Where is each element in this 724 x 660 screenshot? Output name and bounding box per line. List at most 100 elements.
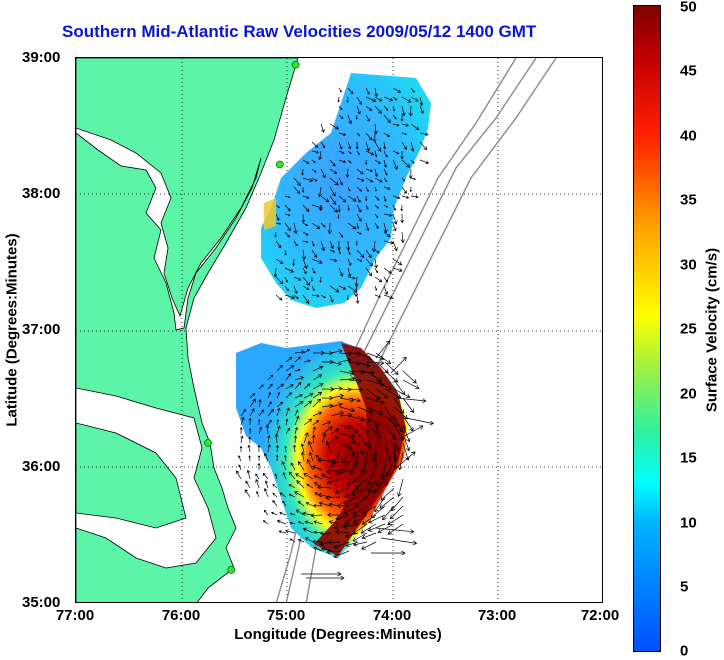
velocity-arrow bbox=[338, 105, 343, 111]
velocity-arrow bbox=[339, 406, 356, 413]
velocity-arrow bbox=[294, 415, 300, 426]
velocity-arrow bbox=[312, 382, 324, 390]
velocity-arrow bbox=[274, 433, 279, 444]
velocity-arrow bbox=[248, 436, 252, 444]
velocity-arrow bbox=[295, 509, 305, 516]
velocity-arrow bbox=[292, 258, 296, 267]
velocity-arrow bbox=[401, 186, 408, 194]
velocity-arrow bbox=[329, 159, 336, 167]
velocity-arrow bbox=[248, 455, 251, 462]
velocity-arrow bbox=[301, 249, 307, 261]
velocity-arrow bbox=[361, 505, 377, 515]
velocity-arrow bbox=[311, 294, 320, 298]
colorbar-tick: 50 bbox=[680, 0, 697, 16]
velocity-arrow bbox=[365, 204, 369, 210]
velocity-arrow bbox=[255, 478, 260, 489]
velocity-arrow bbox=[313, 546, 323, 552]
velocity-arrow bbox=[303, 359, 311, 363]
velocity-arrow bbox=[383, 285, 389, 296]
velocity-arrow bbox=[392, 267, 403, 273]
velocity-arrow bbox=[330, 411, 345, 417]
velocity-arrow bbox=[320, 473, 332, 480]
velocity-arrow bbox=[238, 455, 242, 462]
velocity-arrow bbox=[311, 465, 323, 471]
velocity-map[interactable] bbox=[75, 57, 603, 603]
velocity-arrow bbox=[329, 294, 334, 303]
velocity-arrow bbox=[320, 222, 326, 228]
velocity-arrow bbox=[275, 258, 284, 264]
velocity-arrow bbox=[390, 496, 404, 512]
velocity-arrow bbox=[285, 407, 290, 417]
velocity-arrow bbox=[374, 150, 378, 158]
velocity-arrow bbox=[383, 150, 388, 158]
velocity-arrow bbox=[333, 523, 350, 530]
velocity-arrow bbox=[350, 460, 359, 475]
velocity-arrow bbox=[357, 352, 373, 361]
velocity-arrow bbox=[303, 400, 313, 408]
velocity-arrow bbox=[294, 368, 301, 372]
velocity-arrow bbox=[356, 105, 361, 115]
velocity-arrow bbox=[392, 204, 396, 211]
velocity-arrow bbox=[347, 195, 357, 202]
velocity-arrow bbox=[289, 521, 296, 525]
velocity-arrow bbox=[302, 177, 314, 183]
velocity-arrow bbox=[410, 195, 419, 199]
velocity-arrow bbox=[384, 442, 392, 461]
velocity-arrow bbox=[329, 123, 340, 130]
velocity-arrow bbox=[258, 384, 264, 390]
velocity-arrow bbox=[375, 379, 392, 391]
velocity-arrow bbox=[342, 496, 359, 505]
colorbar-tick: 15 bbox=[680, 449, 697, 467]
velocity-arrow bbox=[267, 391, 271, 399]
velocity-arrow bbox=[384, 361, 399, 375]
velocity-arrow bbox=[274, 473, 278, 480]
velocity-arrow bbox=[258, 399, 262, 408]
velocity-arrow bbox=[325, 495, 341, 501]
velocity-arrow bbox=[383, 231, 391, 238]
velocity-arrow bbox=[356, 150, 360, 156]
velocity-arrow bbox=[329, 249, 336, 253]
velocity-arrow bbox=[321, 395, 334, 401]
velocity-arrow bbox=[284, 222, 291, 232]
velocity-arrow bbox=[311, 240, 315, 247]
velocity-arrow bbox=[300, 443, 305, 453]
x-tick-label: 76:00 bbox=[161, 607, 201, 624]
north-yellow-patch bbox=[264, 198, 276, 230]
velocity-arrow bbox=[320, 195, 330, 203]
velocity-arrow bbox=[402, 433, 411, 452]
velocity-arrow bbox=[365, 150, 375, 156]
velocity-arrow bbox=[262, 472, 269, 480]
velocity-arrow bbox=[329, 240, 334, 250]
velocity-arrow bbox=[375, 340, 391, 359]
velocity-arrow bbox=[297, 461, 305, 471]
velocity-arrow bbox=[275, 454, 279, 462]
velocity-arrow bbox=[285, 418, 289, 426]
velocity-arrow bbox=[365, 132, 373, 141]
velocity-arrow bbox=[374, 168, 379, 178]
velocity-vectors bbox=[235, 87, 435, 581]
velocity-arrow bbox=[336, 503, 350, 509]
velocity-arrow bbox=[313, 520, 323, 525]
velocity-arrow bbox=[343, 505, 359, 515]
velocity-arrow bbox=[312, 365, 324, 372]
velocity-arrow bbox=[350, 487, 368, 496]
velocity-arrow bbox=[370, 505, 386, 519]
velocity-arrow bbox=[249, 393, 256, 399]
velocity-arrow bbox=[338, 195, 347, 203]
velocity-arrow bbox=[310, 513, 323, 518]
velocity-arrow bbox=[262, 520, 269, 525]
velocity-arrow bbox=[356, 177, 365, 182]
x-tick-label: 72:00 bbox=[580, 607, 620, 624]
velocity-arrow bbox=[235, 470, 242, 480]
velocity-arrow bbox=[326, 469, 341, 474]
velocity-arrow bbox=[302, 240, 309, 244]
velocity-arrow bbox=[338, 159, 347, 164]
velocity-arrow bbox=[365, 177, 374, 183]
velocity-arrow bbox=[279, 511, 287, 516]
velocity-arrow bbox=[296, 480, 305, 489]
velocity-arrow bbox=[356, 213, 362, 222]
velocity-arrow bbox=[365, 195, 368, 202]
velocity-arrow bbox=[365, 222, 370, 232]
velocity-arrow bbox=[249, 408, 255, 417]
velocity-arrow bbox=[410, 159, 415, 164]
